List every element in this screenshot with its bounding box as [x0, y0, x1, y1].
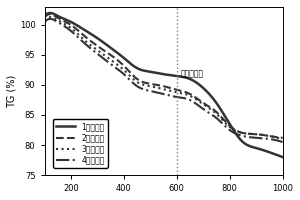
1号水泥浆: [259, 148, 263, 151]
4号水泥浆: [44, 20, 47, 22]
2号水泥浆: [44, 15, 47, 18]
Line: 2号水泥浆: 2号水泥浆: [44, 14, 283, 138]
2号水泥浆: [281, 137, 284, 139]
1号水泥浆: [185, 77, 189, 79]
Line: 3号水泥浆: 3号水泥浆: [44, 17, 283, 139]
3号水泥浆: [184, 93, 188, 96]
3号水泥浆: [189, 95, 193, 97]
4号水泥浆: [43, 21, 46, 23]
1号水泥浆: [189, 78, 193, 81]
4号水泥浆: [259, 137, 263, 139]
1号水泥浆: [43, 15, 46, 17]
2号水泥浆: [189, 93, 193, 96]
4号水泥浆: [281, 141, 284, 143]
4号水泥浆: [189, 99, 193, 102]
3号水泥浆: [281, 138, 284, 140]
Legend: 1号水泥浆, 2号水泥浆, 3号水泥浆, 4号水泥浆: 1号水泥浆, 2号水泥浆, 3号水泥浆, 4号水泥浆: [53, 119, 108, 168]
3号水泥浆: [43, 19, 46, 21]
2号水泥浆: [48, 13, 52, 15]
3号水泥浆: [244, 132, 248, 135]
Y-axis label: TG (%): TG (%): [7, 74, 17, 108]
1号水泥浆: [48, 12, 52, 14]
1号水泥浆: [184, 76, 188, 79]
1号水泥浆: [44, 14, 47, 16]
2号水泥浆: [43, 17, 46, 19]
3号水泥浆: [259, 134, 263, 136]
4号水泥浆: [184, 97, 188, 100]
Line: 1号水泥浆: 1号水泥浆: [44, 13, 283, 157]
2号水泥浆: [244, 132, 248, 135]
Text: 碳酸钙分解: 碳酸钙分解: [181, 69, 204, 78]
Line: 4号水泥浆: 4号水泥浆: [44, 19, 283, 142]
3号水泥浆: [44, 18, 47, 20]
2号水泥浆: [259, 134, 263, 136]
4号水泥浆: [244, 135, 248, 138]
2号水泥浆: [185, 91, 189, 94]
4号水泥浆: [185, 98, 189, 100]
1号水泥浆: [281, 156, 284, 158]
3号水泥浆: [48, 16, 52, 18]
4号水泥浆: [48, 18, 52, 20]
2号水泥浆: [184, 91, 188, 94]
3号水泥浆: [185, 93, 189, 96]
1号水泥浆: [244, 143, 248, 145]
